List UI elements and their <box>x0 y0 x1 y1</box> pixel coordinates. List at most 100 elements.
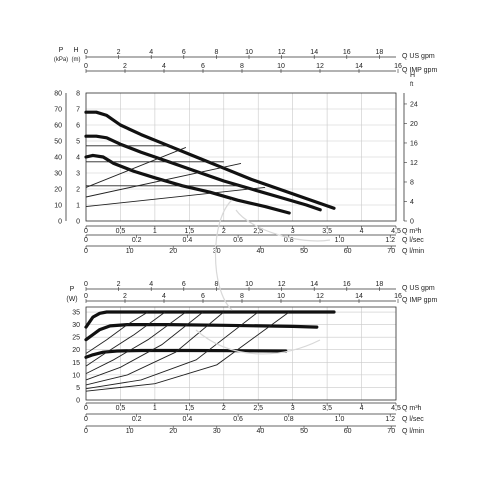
panel1-q_m3h-tick-label: 1,5 <box>184 228 194 235</box>
panel1-h-m-tick-label: 1 <box>76 203 80 210</box>
panel1-h-m-tick-label: 8 <box>76 91 80 98</box>
panel2-p-w-tick-label: 20 <box>72 347 80 354</box>
panel2-q_m3h-tick-label: 3 <box>291 405 295 412</box>
panel1-p-kpa-tick-label: 70 <box>54 107 62 114</box>
panel1-series-7-thin-curve <box>85 146 187 188</box>
panel2-p-w-tick-label: 35 <box>72 310 80 317</box>
panel1-p-kpa-tick-label: 10 <box>54 203 62 210</box>
panel2-q_m3h-tick-label: 0,5 <box>116 405 126 412</box>
panel2-series-4-thin-curve <box>85 311 149 354</box>
panel2-q_lsec-axis-label: Q l/sec <box>402 416 424 423</box>
panel2-q_lmin-tick-label: 40 <box>257 428 265 435</box>
panel2-q_us_gpm-tick-label: 8 <box>214 281 218 288</box>
panel2-q_lsec-tick-label: 0.6 <box>233 416 243 423</box>
panel2-series-7-thin-curve <box>85 311 204 381</box>
panel1-q_us_gpm-tick-label: 12 <box>278 49 286 56</box>
panel2-series-8-thin-curve <box>85 311 225 386</box>
panel1-q_lsec-axis-label: Q l/sec <box>402 237 424 244</box>
panel2-q_us_gpm-tick-label: 6 <box>182 281 186 288</box>
panel1-q_us_gpm-tick-label: 0 <box>84 49 88 56</box>
panel2-series-9-thin-curve <box>85 311 259 390</box>
panel1-q_m3h-tick-label: 2 <box>222 228 226 235</box>
panel1-q_imp_gpm-tick-label: 6 <box>201 63 205 70</box>
panel2-q_lmin-tick-label: 60 <box>344 428 352 435</box>
watermark-arc <box>214 199 233 311</box>
panel1-series-1-thick-curve <box>84 110 336 210</box>
panel2-q_lmin-tick-label: 10 <box>126 428 134 435</box>
panel1-q_lsec-tick-label: 0.4 <box>183 237 193 244</box>
panel1-h-m-tick-label: 2 <box>76 187 80 194</box>
watermark-arc <box>195 329 321 355</box>
panel2-series-1-thick-curve <box>84 310 336 329</box>
panel2-q_lsec-tick-label: 1.0 <box>335 416 345 423</box>
panel2-q_us_gpm-tick-label: 14 <box>310 281 318 288</box>
panel1-q_m3h-tick-label: 3,5 <box>322 228 332 235</box>
panel1-q_imp_gpm-tick-label: 0 <box>84 63 88 70</box>
panel2-q_m3h-tick-label: 0 <box>84 405 88 412</box>
panel1-q_lmin-tick-label: 0 <box>84 248 88 255</box>
panel1-q_lsec-tick-label: 0.8 <box>284 237 294 244</box>
panel1-q_m3h-tick-label: 0 <box>84 228 88 235</box>
panel2-q_lsec-tick-label: 0 <box>84 416 88 423</box>
panel1-p-kpa-tick-label: 30 <box>54 171 62 178</box>
panel1-q_lsec-tick-label: 1.2 <box>385 237 395 244</box>
panel1-q_lmin-axis-label: Q l/min <box>402 248 424 255</box>
panel1-h-ft-tick-label: 24 <box>410 101 418 108</box>
panel2-q_imp_gpm-axis-label: Q IMP gpm <box>402 297 437 304</box>
panel1-q_us_gpm-tick-label: 14 <box>310 49 318 56</box>
panel1-q_us_gpm-axis-label: Q US gpm <box>402 53 435 60</box>
panel2-q_m3h-tick-label: 4,5 <box>391 405 401 412</box>
panel1-q_imp_gpm-tick-label: 14 <box>355 63 363 70</box>
panel1-q_imp_gpm-tick-label: 12 <box>316 63 324 70</box>
panel2-q_m3h-tick-label: 1 <box>153 405 157 412</box>
panel2-q_m3h-axis-label: Q m³h <box>402 405 422 412</box>
panel2-q_lsec-tick-label: 0.8 <box>284 416 294 423</box>
panel2-q_us_gpm-tick-label: 12 <box>278 281 286 288</box>
panel1-h-ft-tick-label: 16 <box>410 140 418 147</box>
panel1-p-kpa-tick-label: 40 <box>54 155 62 162</box>
panel1-q_imp_gpm-tick-label: 4 <box>162 63 166 70</box>
panel1-q_imp_gpm-tick-label: 10 <box>277 63 285 70</box>
panel1-q_lsec-tick-label: 0.6 <box>233 237 243 244</box>
panel2-q_us_gpm-axis-label: Q US gpm <box>402 285 435 292</box>
panel2-q_lmin-tick-label: 30 <box>213 428 221 435</box>
panel1-q_us_gpm-tick-label: 18 <box>376 49 384 56</box>
panel1-q_m3h-axis-label: Q m³h <box>402 228 422 235</box>
panel2-q_imp_gpm-tick-label: 14 <box>355 293 363 300</box>
panel2-p-w-tick-label: 25 <box>72 335 80 342</box>
panel1-q_lmin-tick-label: 20 <box>169 248 177 255</box>
panel1-q_lmin-tick-label: 70 <box>387 248 395 255</box>
panel2-p-w-axis-unit: (W) <box>66 296 77 303</box>
panel1-h-m-tick-label: 6 <box>76 123 80 130</box>
panel1-q_us_gpm-tick-label: 4 <box>149 49 153 56</box>
panel2-p-w-tick-label: 10 <box>72 372 80 379</box>
panel2-q_lmin-axis-label: Q l/min <box>402 428 424 435</box>
panel1-h-m-tick-label: 3 <box>76 171 80 178</box>
panel2-q_m3h-tick-label: 2,5 <box>253 405 263 412</box>
panel1-q_lsec-tick-label: 1.0 <box>335 237 345 244</box>
panel1-h-ft-axis-label: H <box>410 72 415 79</box>
panel2-q_lsec-tick-label: 0.2 <box>132 416 142 423</box>
panel1-p-kpa-tick-label: 50 <box>54 139 62 146</box>
panel1-p-kpa-axis-unit: (kPa) <box>54 57 68 63</box>
panel1-p-kpa-tick-label: 0 <box>58 219 62 226</box>
panel1-p-kpa-tick-label: 20 <box>54 187 62 194</box>
panel1-q_us_gpm-tick-label: 16 <box>343 49 351 56</box>
panel1-q_lmin-tick-label: 50 <box>300 248 308 255</box>
panel1-q_imp_gpm-tick-label: 8 <box>240 63 244 70</box>
panel2-q_imp_gpm-tick-label: 12 <box>316 293 324 300</box>
panel1-h-m-tick-label: 4 <box>76 155 80 162</box>
panel2-series-10-thin-curve <box>85 311 290 392</box>
panel1-q_us_gpm-tick-label: 2 <box>117 49 121 56</box>
panel1-h-ft-tick-label: 12 <box>410 160 418 167</box>
panel2-q_us_gpm-tick-label: 10 <box>245 281 253 288</box>
panel1-q_us_gpm-tick-label: 6 <box>182 49 186 56</box>
panel2-q_us_gpm-tick-label: 0 <box>84 281 88 288</box>
panel1-q_imp_gpm-tick-label: 2 <box>123 63 127 70</box>
panel1-h-ft-tick-label: 4 <box>410 199 414 206</box>
panel1-h-m-tick-label: 0 <box>76 219 80 226</box>
panel1-q_m3h-tick-label: 0,5 <box>116 228 126 235</box>
panel1-q_imp_gpm-tick-label: 16 <box>394 63 402 70</box>
